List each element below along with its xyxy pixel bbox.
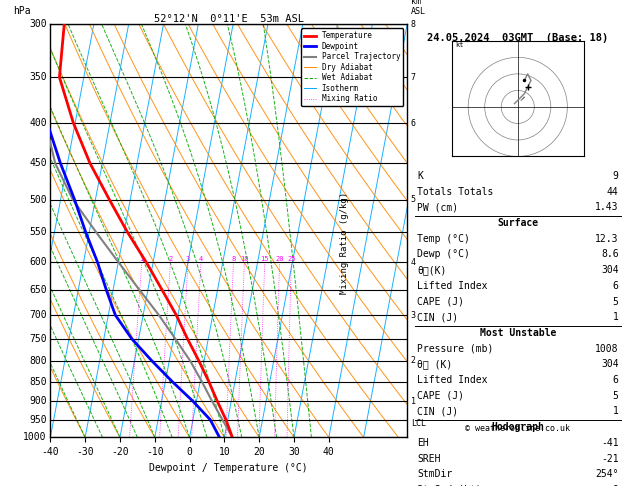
Text: 25: 25: [287, 256, 296, 262]
Text: θᴄ (K): θᴄ (K): [417, 359, 452, 369]
Text: StmDir: StmDir: [417, 469, 452, 479]
Text: 44: 44: [607, 187, 618, 197]
Text: 400: 400: [29, 118, 47, 128]
Text: 750: 750: [29, 334, 47, 344]
Text: Surface: Surface: [497, 218, 538, 228]
Text: 1: 1: [613, 406, 618, 417]
Text: 8: 8: [231, 256, 236, 262]
X-axis label: Dewpoint / Temperature (°C): Dewpoint / Temperature (°C): [150, 463, 308, 473]
Text: 3: 3: [186, 256, 190, 262]
Text: LCL: LCL: [411, 419, 426, 428]
Text: K: K: [417, 171, 423, 181]
Text: 12.3: 12.3: [595, 234, 618, 244]
Text: 10: 10: [240, 256, 248, 262]
Text: 650: 650: [29, 285, 47, 295]
Text: 5: 5: [411, 195, 416, 204]
Text: 20: 20: [276, 256, 284, 262]
Text: 304: 304: [601, 265, 618, 275]
Text: 2: 2: [411, 356, 416, 365]
Text: Dewp (°C): Dewp (°C): [417, 249, 470, 260]
Text: 900: 900: [29, 396, 47, 406]
Text: 5: 5: [613, 296, 618, 307]
Text: Lifted Index: Lifted Index: [417, 375, 487, 385]
Text: 1: 1: [140, 256, 144, 262]
Text: 6: 6: [411, 119, 416, 127]
Text: Most Unstable: Most Unstable: [479, 328, 556, 338]
Text: 800: 800: [29, 356, 47, 366]
Text: 1: 1: [411, 397, 416, 406]
Text: CIN (J): CIN (J): [417, 312, 458, 322]
Text: 950: 950: [29, 415, 47, 425]
Text: 700: 700: [29, 310, 47, 320]
Text: θᴄ(K): θᴄ(K): [417, 265, 447, 275]
Text: 3: 3: [411, 311, 416, 319]
Text: StmSpd (kt): StmSpd (kt): [417, 485, 482, 486]
Text: 304: 304: [601, 359, 618, 369]
Text: 850: 850: [29, 377, 47, 387]
Text: Totals Totals: Totals Totals: [417, 187, 493, 197]
Text: SREH: SREH: [417, 453, 440, 464]
Text: -21: -21: [601, 453, 618, 464]
Text: 15: 15: [260, 256, 269, 262]
Text: 9: 9: [613, 485, 618, 486]
Text: Temp (°C): Temp (°C): [417, 234, 470, 244]
Text: CAPE (J): CAPE (J): [417, 296, 464, 307]
Text: 24.05.2024  03GMT  (Base: 18): 24.05.2024 03GMT (Base: 18): [427, 33, 608, 43]
Text: 4: 4: [199, 256, 203, 262]
Text: 600: 600: [29, 257, 47, 267]
Text: 4: 4: [411, 258, 416, 267]
Title: 52°12'N  0°11'E  53m ASL: 52°12'N 0°11'E 53m ASL: [153, 14, 304, 23]
Text: 350: 350: [29, 72, 47, 82]
Text: CIN (J): CIN (J): [417, 406, 458, 417]
Text: 300: 300: [29, 19, 47, 29]
Text: 2: 2: [169, 256, 172, 262]
Text: 7: 7: [411, 73, 416, 82]
Text: Lifted Index: Lifted Index: [417, 281, 487, 291]
Text: 1008: 1008: [595, 344, 618, 354]
Text: Mixing Ratio (g/kg): Mixing Ratio (g/kg): [340, 192, 349, 294]
Text: 1.43: 1.43: [595, 202, 618, 212]
Text: 5: 5: [613, 391, 618, 401]
Text: EH: EH: [417, 438, 429, 448]
Text: 550: 550: [29, 227, 47, 237]
Text: Hodograph: Hodograph: [491, 422, 544, 432]
Text: CAPE (J): CAPE (J): [417, 391, 464, 401]
Text: 8.6: 8.6: [601, 249, 618, 260]
Text: Pressure (mb): Pressure (mb): [417, 344, 493, 354]
Text: km
ASL: km ASL: [411, 0, 426, 16]
Text: hPa: hPa: [13, 6, 31, 16]
Text: 254°: 254°: [595, 469, 618, 479]
Text: 9: 9: [613, 171, 618, 181]
Text: 1: 1: [613, 312, 618, 322]
Text: 500: 500: [29, 194, 47, 205]
Text: 450: 450: [29, 158, 47, 169]
Text: 8: 8: [411, 20, 416, 29]
Text: -41: -41: [601, 438, 618, 448]
Legend: Temperature, Dewpoint, Parcel Trajectory, Dry Adiabat, Wet Adiabat, Isotherm, Mi: Temperature, Dewpoint, Parcel Trajectory…: [301, 28, 403, 106]
Text: 6: 6: [613, 375, 618, 385]
Text: 1000: 1000: [23, 433, 47, 442]
Text: © weatheronline.co.uk: © weatheronline.co.uk: [465, 424, 571, 434]
Text: PW (cm): PW (cm): [417, 202, 458, 212]
Text: 6: 6: [613, 281, 618, 291]
